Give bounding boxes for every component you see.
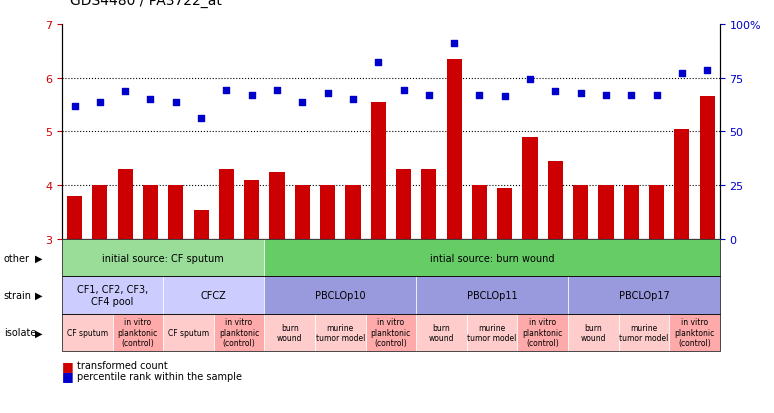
- Text: transformed count: transformed count: [77, 361, 168, 370]
- Bar: [497, 188, 512, 240]
- Text: in vitro
planktonic
(control): in vitro planktonic (control): [674, 318, 714, 347]
- Point: [625, 93, 638, 99]
- Point: [550, 89, 562, 95]
- Text: CF sputum: CF sputum: [168, 328, 209, 337]
- Bar: [447, 60, 462, 240]
- Bar: [143, 186, 158, 240]
- Text: ■: ■: [62, 369, 74, 382]
- Point: [473, 93, 485, 99]
- Bar: [396, 170, 411, 240]
- Text: isolate: isolate: [4, 328, 36, 337]
- Bar: [194, 210, 209, 240]
- Point: [119, 89, 132, 95]
- Point: [271, 87, 283, 94]
- Bar: [548, 162, 563, 240]
- Point: [397, 87, 409, 94]
- Point: [524, 77, 536, 83]
- Point: [245, 93, 258, 99]
- Bar: [649, 186, 664, 240]
- Text: burn
wound: burn wound: [429, 323, 454, 342]
- Point: [195, 115, 207, 122]
- Bar: [371, 103, 385, 240]
- Text: CF1, CF2, CF3,
CF4 pool: CF1, CF2, CF3, CF4 pool: [77, 285, 148, 306]
- Point: [144, 97, 156, 103]
- Bar: [598, 186, 614, 240]
- Bar: [118, 170, 133, 240]
- Point: [574, 90, 587, 97]
- Bar: [67, 197, 82, 240]
- Bar: [345, 186, 361, 240]
- Text: other: other: [4, 253, 30, 263]
- Bar: [219, 170, 234, 240]
- Text: PBCLOp10: PBCLOp10: [315, 290, 365, 300]
- Bar: [269, 173, 285, 240]
- Text: burn
wound: burn wound: [580, 323, 606, 342]
- Text: ▶: ▶: [35, 253, 43, 263]
- Point: [701, 67, 714, 74]
- Text: in vitro
planktonic
(control): in vitro planktonic (control): [522, 318, 563, 347]
- Text: GDS4480 / PA3722_at: GDS4480 / PA3722_at: [70, 0, 221, 8]
- Bar: [421, 170, 437, 240]
- Point: [296, 100, 309, 106]
- Bar: [320, 186, 335, 240]
- Text: initial source: CF sputum: initial source: CF sputum: [102, 253, 224, 263]
- Point: [347, 97, 359, 103]
- Bar: [674, 130, 690, 240]
- Text: intial source: burn wound: intial source: burn wound: [430, 253, 554, 263]
- Text: in vitro
planktonic
(control): in vitro planktonic (control): [118, 318, 158, 347]
- Text: CFCZ: CFCZ: [201, 290, 227, 300]
- Bar: [92, 186, 108, 240]
- Bar: [573, 186, 588, 240]
- Point: [372, 59, 385, 66]
- Text: murine
tumor model: murine tumor model: [467, 323, 517, 342]
- Text: PBCLOp17: PBCLOp17: [618, 290, 670, 300]
- Point: [423, 93, 435, 99]
- Point: [170, 100, 182, 106]
- Point: [676, 71, 688, 78]
- Text: CF sputum: CF sputum: [67, 328, 108, 337]
- Point: [600, 93, 612, 99]
- Text: in vitro
planktonic
(control): in vitro planktonic (control): [371, 318, 411, 347]
- Point: [68, 103, 80, 110]
- Bar: [295, 186, 310, 240]
- Text: murine
tumor model: murine tumor model: [316, 323, 365, 342]
- Text: burn
wound: burn wound: [277, 323, 303, 342]
- Text: in vitro
planktonic
(control): in vitro planktonic (control): [219, 318, 259, 347]
- Bar: [624, 186, 639, 240]
- Bar: [522, 138, 538, 240]
- Point: [321, 90, 334, 97]
- Text: ■: ■: [62, 359, 74, 372]
- Text: percentile rank within the sample: percentile rank within the sample: [77, 371, 242, 381]
- Text: ▶: ▶: [35, 290, 43, 300]
- Text: ▶: ▶: [35, 328, 43, 337]
- Point: [498, 94, 511, 101]
- Point: [221, 87, 233, 94]
- Text: PBCLOp11: PBCLOp11: [467, 290, 517, 300]
- Text: strain: strain: [4, 290, 32, 300]
- Point: [448, 40, 461, 47]
- Bar: [700, 97, 714, 240]
- Bar: [168, 186, 183, 240]
- Bar: [244, 180, 259, 240]
- Text: murine
tumor model: murine tumor model: [619, 323, 669, 342]
- Bar: [472, 186, 487, 240]
- Point: [650, 93, 663, 99]
- Point: [94, 100, 106, 106]
